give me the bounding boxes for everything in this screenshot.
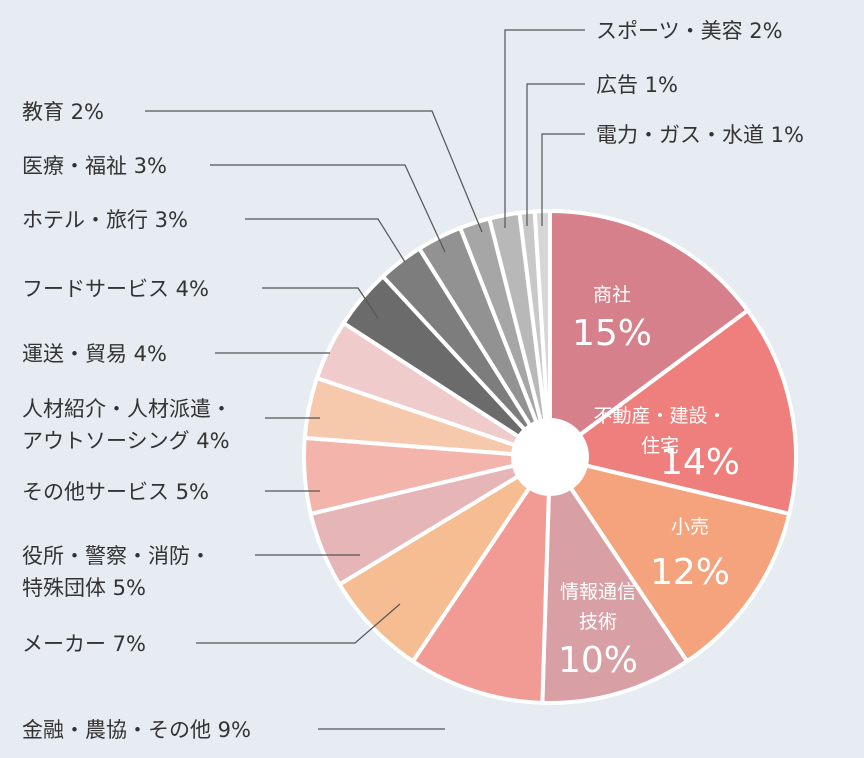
slice-label-9: 運送・貿易 4%: [22, 342, 167, 366]
slice-name-label-2: 小売: [671, 516, 709, 538]
slice-name-label-3: 情報通信: [560, 581, 636, 603]
slice-label-16: 電力・ガス・水道 1%: [596, 123, 804, 147]
slice-label-15: 広告 1%: [596, 73, 678, 97]
leader-line-10: [262, 287, 379, 319]
leader-line-14: [504, 29, 585, 228]
slice-label-4: 金融・農協・その他 9%: [22, 718, 251, 742]
slice-label-12: 医療・福祉 3%: [22, 154, 167, 178]
leader-line-13: [145, 110, 483, 233]
slice-name-label-1: 住宅: [641, 435, 679, 457]
slice-label-8: アウトソーシング 4%: [22, 429, 230, 453]
leader-line-11: [245, 218, 406, 263]
slice-label-6: 特殊団体 5%: [22, 576, 146, 600]
slice-label-7: その他サービス 5%: [22, 480, 209, 504]
donut-hole: [513, 420, 587, 494]
slice-name-label-1: 不動産・建設・: [593, 405, 726, 427]
slice-label-6: 役所・警察・消防・: [22, 544, 211, 568]
slice-percent-label-3: 10%: [558, 640, 638, 681]
leader-line-5: [196, 603, 401, 644]
slice-label-11: ホテル・旅行 3%: [22, 208, 188, 232]
leader-lines: [145, 29, 585, 730]
slice-percent-label-2: 12%: [650, 552, 730, 593]
slice-label-8: 人材紹介・人材派遣・: [22, 397, 232, 421]
slice-name-label-0: 商社: [593, 284, 631, 306]
leader-line-15: [526, 83, 585, 226]
leader-line-16: [541, 133, 585, 226]
slice-name-label-3: 技術: [579, 611, 617, 633]
slice-percent-label-0: 15%: [572, 313, 652, 354]
slice-label-14: スポーツ・美容 2%: [596, 19, 783, 43]
slice-percent-label-1: 14%: [660, 442, 740, 483]
slice-label-5: メーカー 7%: [22, 632, 146, 656]
slice-label-13: 教育 2%: [22, 100, 104, 124]
leader-line-12: [210, 164, 446, 253]
slice-label-10: フードサービス 4%: [22, 277, 209, 301]
